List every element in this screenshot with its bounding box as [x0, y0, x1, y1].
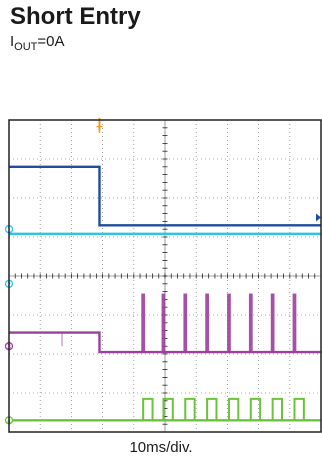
- ch3-spike: [183, 293, 188, 353]
- ch3-spike: [141, 293, 146, 353]
- ch4-pulse: [162, 397, 174, 421]
- ch3-trace: [9, 331, 321, 354]
- ch3-spike: [61, 332, 63, 347]
- chart-title: Short Entry: [10, 3, 141, 30]
- ch4-pulse: [293, 397, 305, 421]
- x-axis-label: 10ms/div.: [129, 439, 193, 456]
- ch4-pulse: [271, 397, 283, 421]
- ch4-pulse: [142, 397, 154, 421]
- ch3-spike: [292, 293, 297, 353]
- ch1-trace: [9, 165, 321, 227]
- condition-value: =0A: [37, 33, 65, 50]
- ch4-pulse: [227, 397, 240, 421]
- trigger-marker-label: T: [96, 125, 102, 136]
- condition-symbol: I: [10, 33, 15, 50]
- ch3-spike: [270, 293, 275, 353]
- trigger-level-marker: [316, 213, 321, 222]
- plot-frame: [8, 119, 322, 433]
- ch3-spike: [161, 293, 166, 353]
- traces: [9, 165, 321, 422]
- condition-label: IOUT=0A: [10, 33, 65, 53]
- ch3-spike: [248, 293, 253, 353]
- condition-subscript: OUT: [14, 41, 38, 53]
- ch4-pulse: [249, 397, 262, 421]
- ch3-spike: [205, 293, 209, 353]
- ch3-spike: [227, 293, 231, 353]
- grid: [9, 120, 321, 432]
- ch4-pulse: [184, 397, 196, 421]
- ch4-pulse: [206, 397, 218, 421]
